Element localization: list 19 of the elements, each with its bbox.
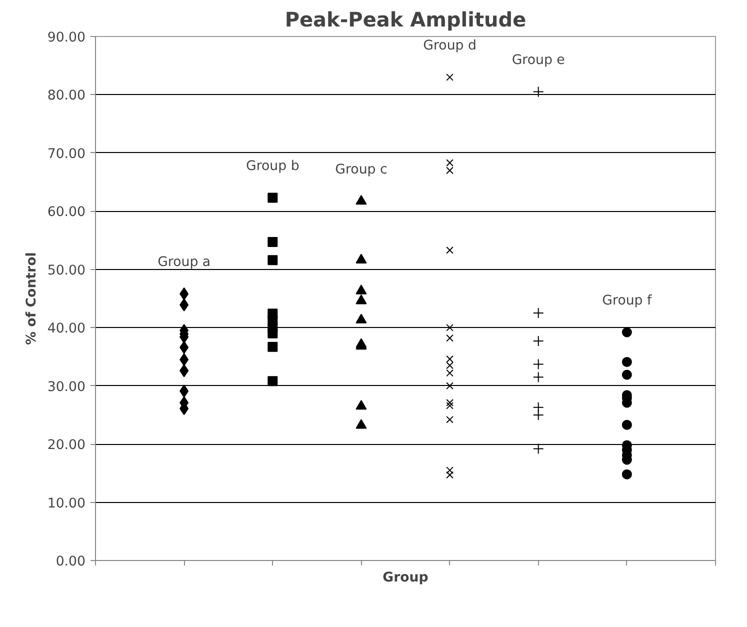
y-tick-label: 80.00 [47,88,86,104]
y-tick-label: 0.00 [56,554,86,570]
y-tick-label: 70.00 [47,146,86,162]
x-axis-title: Group [382,570,428,586]
y-tick-label: 30.00 [47,380,86,395]
x-tick-label: Group f [602,293,652,308]
y-axis-title: % of Control [24,252,40,345]
y-tick-label: 10.00 [47,496,86,512]
y-tick-label: 90.00 [47,30,86,46]
chart-title: Peak-Peak Amplitude [284,8,526,32]
y-tick-label: 40.00 [47,322,86,337]
x-tick-label: Group e [512,52,565,68]
y-tick-label: 20.00 [47,438,86,454]
x-tick-label: Group d [423,38,476,54]
x-tick-label: Group a [158,254,211,270]
x-tick-label: Group c [335,162,388,178]
y-tick-label: 50.00 [47,263,86,278]
y-tick-label: 60.00 [47,205,86,220]
x-tick-label: Group b [246,158,300,174]
